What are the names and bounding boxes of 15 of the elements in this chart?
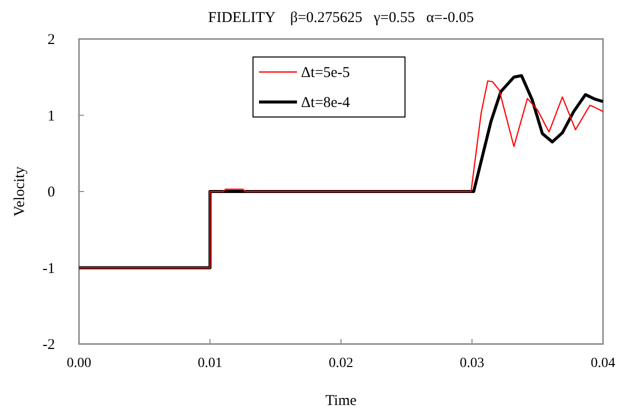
y-tick-label: -1 [42,260,55,277]
x-tick-label: 0.04 [590,356,616,371]
y-tick-label: 1 [48,108,55,124]
x-tick-label: 0.00 [66,356,92,371]
chart-title: FIDELITY β=0.275625 γ=0.55 α=-0.05 [208,10,474,26]
x-tick-label: 0.03 [460,356,484,371]
x-axis-title: Time [325,393,357,409]
y-tick-label: -2 [42,337,55,353]
x-tick-label: 0.02 [328,356,354,371]
y-tick-label: 0 [48,184,55,200]
y-axis-title: Velocity [12,166,28,216]
legend-label: Δt=5e-5 [301,65,350,81]
legend-label: Δt=8e-4 [301,95,350,111]
y-tick-label: 2 [48,32,55,48]
x-tick-label: 0.01 [198,356,222,371]
